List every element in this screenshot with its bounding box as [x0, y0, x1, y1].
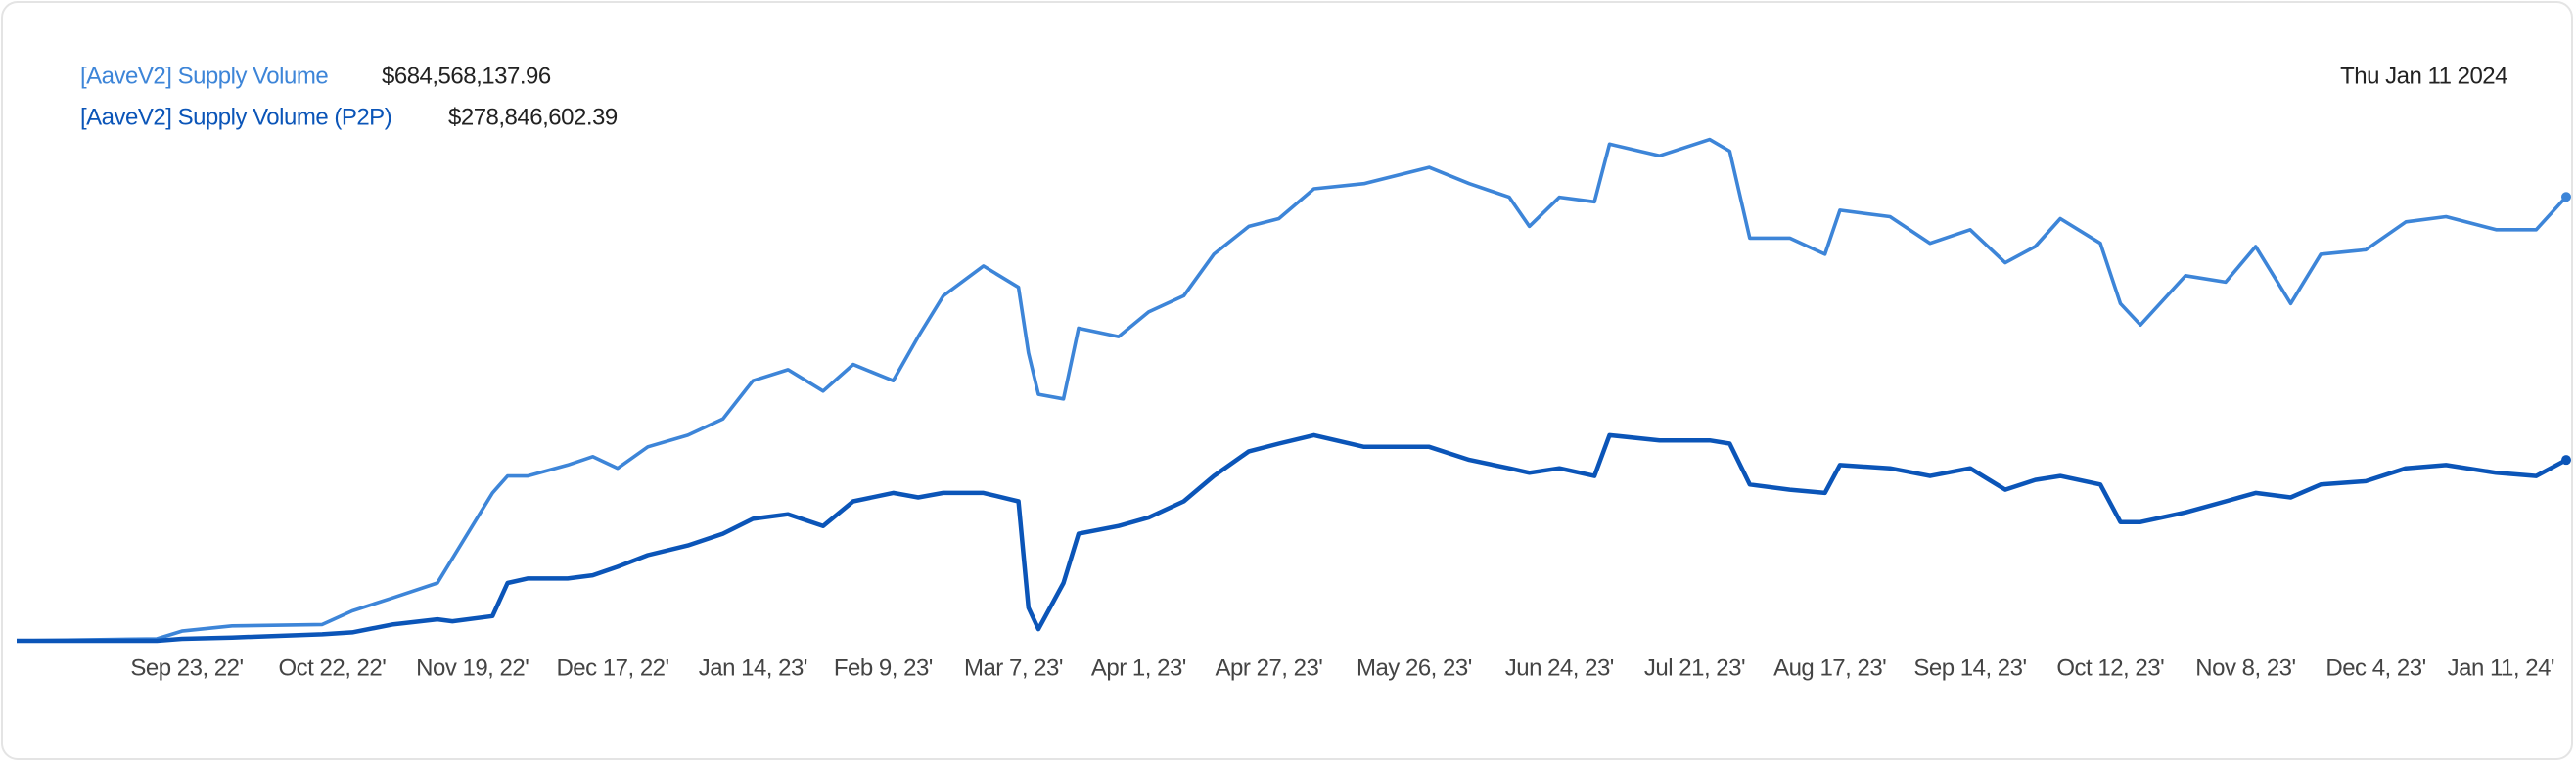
legend-value: $278,846,602.39: [448, 104, 618, 130]
x-tick-label: Feb 9, 23': [834, 654, 933, 681]
legend-label: [AaveV2] Supply Volume (P2P): [80, 104, 391, 130]
x-tick-label: Jun 24, 23': [1505, 654, 1614, 681]
legend-value: $684,568,137.96: [382, 63, 551, 89]
legend-label: [AaveV2] Supply Volume: [80, 63, 328, 89]
x-tick-label: Dec 17, 22': [556, 654, 668, 681]
latest-point: [2561, 192, 2571, 202]
x-tick-label: Sep 23, 22': [130, 654, 243, 681]
series-line: [16, 137, 2568, 643]
x-tick-label: Sep 14, 23': [1913, 654, 2026, 681]
x-tick-label: Dec 4, 23': [2325, 654, 2425, 681]
x-tick-label: Apr 27, 23': [1216, 654, 1323, 681]
x-tick-label: Oct 12, 23': [2056, 654, 2164, 681]
x-tick-label: Oct 22, 22': [279, 654, 387, 681]
series-line: [17, 432, 2568, 644]
x-tick-label: Mar 7, 23': [964, 654, 1063, 681]
latest-point: [2561, 455, 2571, 466]
x-tick-label: Jan 11, 24': [2448, 654, 2554, 681]
x-tick-label: Nov 19, 22': [416, 654, 529, 681]
x-tick-label: May 26, 23': [1357, 654, 1472, 681]
x-tick-label: Aug 17, 23': [1773, 654, 1886, 681]
date-label: Thu Jan 11 2024: [2340, 63, 2507, 89]
x-tick-label: Jan 14, 23': [699, 654, 807, 681]
x-tick-label: Jul 21, 23': [1644, 654, 1745, 681]
x-tick-label: Nov 8, 23': [2195, 654, 2295, 681]
x-tick-label: Apr 1, 23': [1091, 654, 1186, 681]
